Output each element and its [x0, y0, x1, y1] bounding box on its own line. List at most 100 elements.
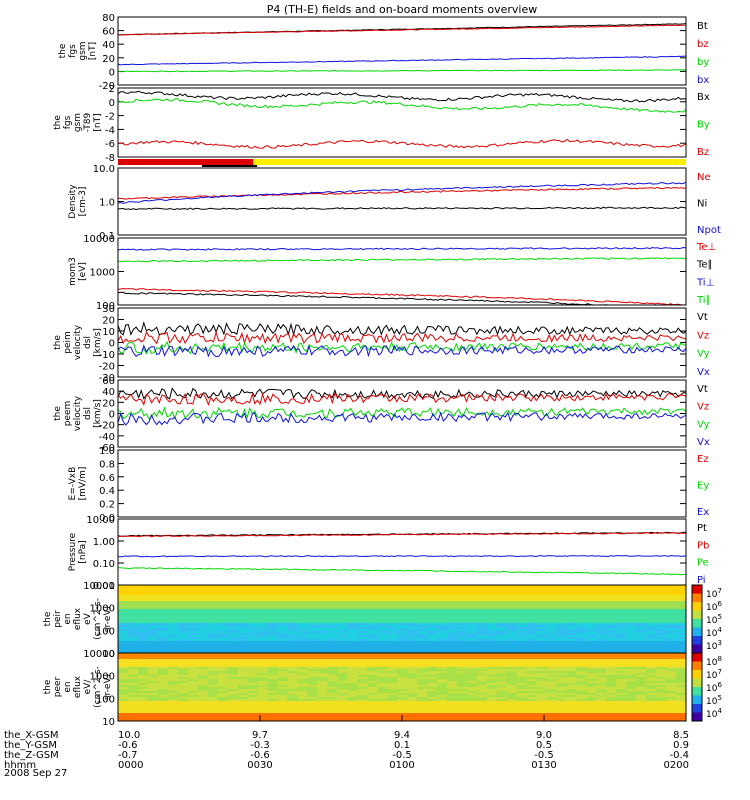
spectrogram-cell: [317, 651, 328, 654]
spectrogram-cell: [526, 707, 538, 710]
spectrogram-cell: [606, 669, 617, 672]
spectrogram-cell: [147, 679, 159, 682]
spectrogram-cell: [247, 657, 259, 660]
spectrogram-cell: [307, 643, 318, 646]
spectrogram-cell: [656, 659, 667, 662]
spectrogram-cell: [207, 659, 219, 662]
spectrogram-cell: [656, 647, 667, 650]
spectrogram-cell: [357, 595, 368, 598]
spectrogram-cell: [606, 643, 617, 646]
spectrogram-cell: [147, 627, 159, 630]
spectrogram-cell: [616, 691, 627, 694]
spectrogram-cell: [676, 661, 687, 664]
spectrogram-cell: [367, 611, 378, 614]
spectrogram-cell: [656, 713, 667, 716]
spectrogram-cell: [197, 623, 209, 626]
spectrogram-cell: [377, 627, 388, 630]
spectrogram-cell: [237, 683, 249, 686]
spectrogram-cell: [337, 669, 348, 672]
panel-frame: [117, 307, 687, 378]
spectrogram-cell: [596, 603, 607, 606]
spectrogram-cell: [666, 643, 677, 646]
spectrogram-cell: [137, 613, 149, 616]
spectrogram-cell: [267, 601, 278, 604]
spectrogram-cell: [357, 605, 368, 608]
spectrogram-cell: [546, 657, 557, 660]
spectrogram-cell: [606, 685, 617, 688]
spectrogram-cell: [397, 657, 408, 660]
spectrogram-cell: [506, 641, 518, 644]
spectrogram-cell: [317, 655, 328, 658]
spectrogram-cell: [576, 601, 587, 604]
spectrogram-cell: [546, 661, 557, 664]
spectrogram-cell: [446, 649, 458, 652]
spectrogram-cell: [287, 603, 298, 606]
spectrogram-cell: [118, 691, 129, 694]
spectrogram-cell: [536, 623, 547, 626]
spectrogram-cell: [636, 709, 647, 712]
spectrogram-cell: [586, 599, 597, 602]
spectrogram-cell: [307, 611, 318, 614]
spectrogram-cell: [606, 697, 617, 700]
spectrogram-cell: [187, 655, 199, 658]
spectrogram-cell: [317, 659, 328, 662]
spectrogram-cell: [127, 689, 139, 692]
spectrogram-cell: [516, 709, 528, 712]
spectrogram-cell: [297, 683, 308, 686]
spectrogram-cell: [397, 641, 408, 644]
spectrogram-cell: [436, 663, 448, 666]
ytick-label: 0.2: [99, 500, 115, 511]
spectrogram-cell: [297, 609, 308, 612]
panel-5-ylabel: peem: [63, 401, 73, 427]
spectrogram-cell: [187, 659, 199, 662]
spectrogram-cell: [606, 667, 617, 670]
spectrogram-cell: [237, 593, 249, 596]
spectrogram-cell: [118, 709, 129, 712]
spectrogram-cell: [197, 711, 209, 714]
spectrogram-cell: [526, 639, 538, 642]
spectrogram-cell: [456, 637, 468, 640]
spectrogram-cell: [177, 621, 189, 624]
spectrogram-cell: [496, 633, 508, 636]
spectrogram-cell: [406, 587, 418, 590]
spectrogram-cell: [337, 663, 348, 666]
spectrogram-cell: [616, 673, 627, 676]
spectrogram-cell: [217, 711, 229, 714]
ytick-label: 1000: [90, 268, 115, 279]
spectrogram-cell: [377, 659, 388, 662]
spectrogram-cell: [496, 601, 508, 604]
spectrogram-cell: [337, 625, 348, 628]
spectrogram-cell: [147, 605, 159, 608]
spectrogram-cell: [118, 613, 129, 616]
spectrogram-cell: [466, 673, 478, 676]
panel-1-ylabel: fgs: [63, 115, 73, 129]
panel-7-ylabel: [nPa]: [78, 540, 88, 563]
panel-9-ylabel: (cm^2-s-: [93, 666, 103, 708]
spectrogram-cell: [157, 665, 169, 668]
spectrogram-cell: [337, 675, 348, 678]
ytick-label: 0.6: [99, 473, 115, 484]
spectrogram-cell: [118, 621, 129, 624]
spectrogram-cell: [416, 667, 428, 670]
spectrogram-cell: [486, 597, 498, 600]
spectrogram-cell: [666, 703, 677, 706]
spectrogram-cell: [297, 605, 308, 608]
spectrogram-cell: [227, 641, 239, 644]
spectrogram-cell: [496, 641, 508, 644]
spectrogram-cell: [406, 701, 418, 704]
spectrogram-cell: [367, 609, 378, 612]
spectrogram-cell: [167, 715, 179, 718]
spectrogram-cell: [656, 675, 667, 678]
spectrogram-cell: [626, 665, 637, 668]
spectrogram-cell: [197, 661, 209, 664]
spectrogram-cell: [476, 671, 488, 674]
spectrogram-cell: [486, 709, 498, 712]
spectrogram-cell: [237, 717, 249, 720]
spectrogram-cell: [526, 619, 538, 622]
spectrogram-cell: [127, 707, 139, 710]
spectrogram-cell: [177, 661, 189, 664]
spectrogram-cell: [367, 715, 378, 718]
spectrogram-cell: [626, 653, 637, 656]
spectrogram-cell: [237, 591, 249, 594]
spectrogram-cell: [486, 641, 498, 644]
